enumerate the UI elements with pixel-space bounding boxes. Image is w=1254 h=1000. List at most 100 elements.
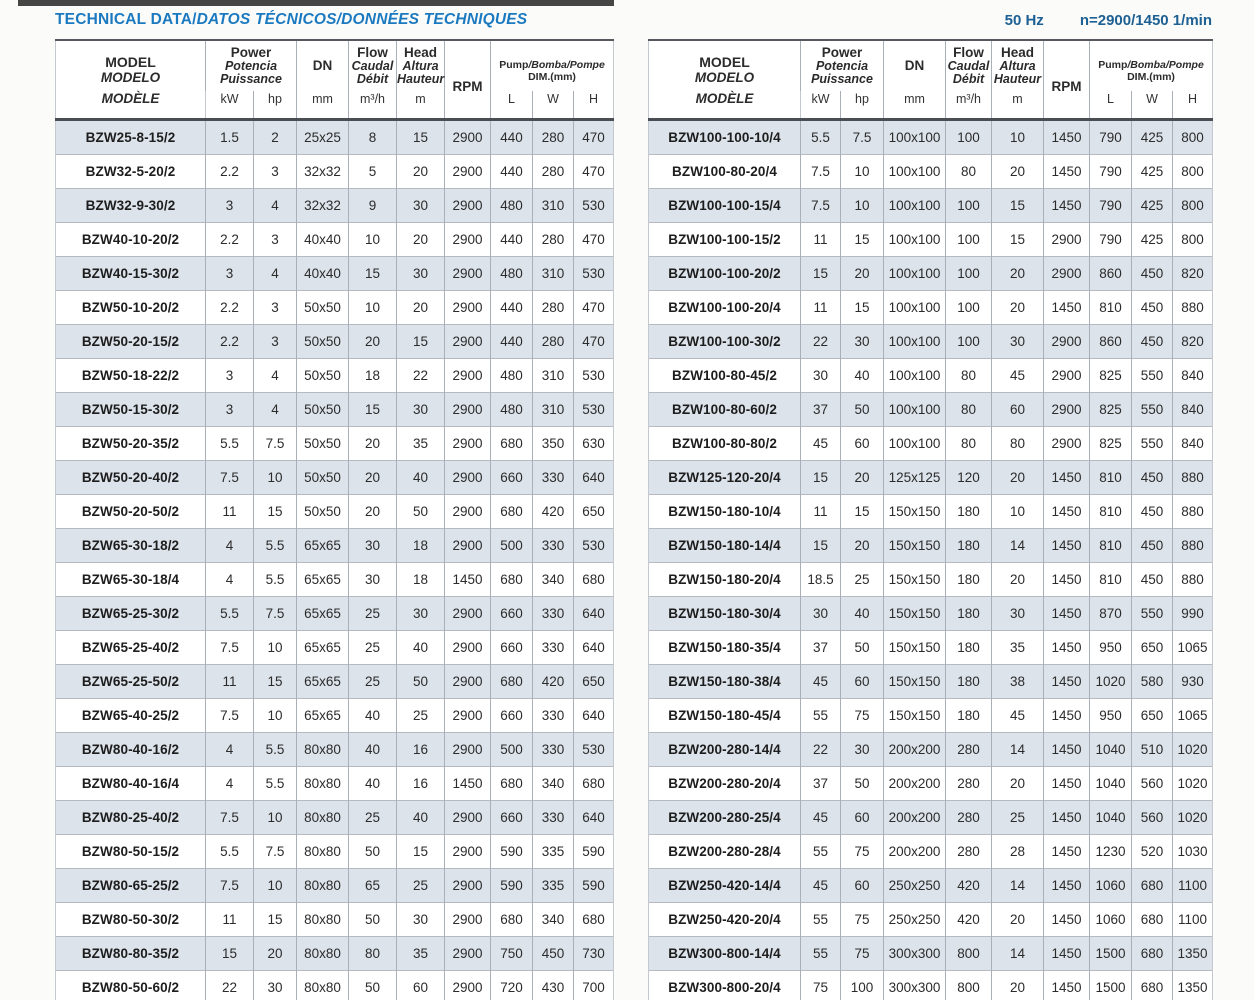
value-cell: 10 [348,290,397,325]
value-cell: 680 [572,562,615,597]
value-cell: 120 [945,460,992,495]
value-cell: 180 [945,698,992,733]
value-cell: 250x250 [883,902,946,937]
value-cell: 80 [348,936,397,971]
value-cell: 180 [945,528,992,563]
value-cell: 1450 [1043,494,1090,529]
unit-mm: mm [296,91,349,120]
value-cell: 2900 [444,528,491,563]
value-cell: 680 [490,664,533,699]
value-cell: 100 [945,324,992,359]
value-cell: 5.5 [253,562,297,597]
value-cell: 80x80 [296,834,349,869]
value-cell: 80x80 [296,800,349,835]
model-cell: BZW80-65-25/2 [55,868,206,903]
value-cell: 65x65 [296,596,349,631]
value-cell: 450 [1131,256,1173,291]
value-cell: 32x32 [296,154,349,189]
value-cell: 1450 [1043,664,1090,699]
table-row: BZW50-20-50/2 11 15 50x50 20 50 2900 680 420 650 [55,494,615,529]
value-cell: 80x80 [296,936,349,971]
table-row: BZW100-80-80/2 45 60 100x100 80 80 2900 825 550 8… [648,426,1214,461]
value-cell: 35 [396,426,445,461]
table-row: BZW100-80-20/4 7.5 10 100x100 80 20 1450 790 425… [648,154,1214,189]
value-cell: 800 [1171,119,1214,155]
table-row: BZW25-8-15/2 1.5 2 25x25 8 15 2900 440 280 470 [55,119,615,155]
value-cell: 30 [396,392,445,427]
value-cell: 300x300 [883,970,946,1000]
dim-label: Pump/Bomba/Pompe [1098,58,1204,71]
value-cell: 280 [532,222,574,257]
value-cell: 11 [205,494,254,529]
value-cell: 330 [532,732,574,767]
model-cell: BZW100-80-60/2 [648,392,801,427]
table-row: BZW250-420-20/4 55 75 250x250 420 20 1450 1060 6… [648,902,1214,937]
table-row: BZW65-25-40/2 7.5 10 65x65 25 40 2900 660 330 640 [55,630,615,665]
value-cell: 200x200 [883,800,946,835]
value-cell: 680 [1131,936,1173,971]
value-cell: 2.2 [205,222,254,257]
power-label-es: Potencia [224,58,278,73]
head-column-header: Head Altura Hauteur [396,40,445,91]
value-cell: 470 [572,119,615,155]
model-cell: BZW40-15-30/2 [55,256,206,291]
value-cell: 15 [253,664,297,699]
model-cell: BZW65-25-50/2 [55,664,206,699]
value-cell: 200x200 [883,766,946,801]
unit-w: W [532,91,574,120]
value-cell: 820 [1171,256,1214,291]
value-cell: 310 [532,358,574,393]
value-cell: 80 [945,358,992,393]
value-cell: 2900 [444,664,491,699]
value-cell: 80 [991,426,1044,461]
value-cell: 15 [396,119,445,155]
value-cell: 550 [1131,358,1173,393]
value-cell: 790 [1089,222,1132,257]
value-cell: 1040 [1089,732,1132,767]
unit-m3h: m³/h [348,91,397,120]
unit-h: H [1171,91,1214,120]
value-cell: 25 [991,800,1044,835]
value-cell: 150x150 [883,494,946,529]
value-cell: 8 [348,119,397,155]
unit-kw: kW [800,91,841,120]
value-cell: 2900 [1043,256,1090,291]
value-cell: 60 [840,800,884,835]
value-cell: 65 [348,868,397,903]
value-cell: 2900 [444,902,491,937]
value-cell: 45 [800,426,841,461]
value-cell: 11 [800,494,841,529]
value-cell: 25 [840,562,884,597]
value-cell: 75 [840,834,884,869]
value-cell: 30 [348,528,397,563]
model-cell: BZW65-25-30/2 [55,596,206,631]
head-label-en: Head [403,44,437,60]
dim-unit-label: DIM.(mm) [528,70,576,83]
value-cell: 18 [396,562,445,597]
value-cell: 55 [800,902,841,937]
value-cell: 4 [253,392,297,427]
value-cell: 22 [800,732,841,767]
value-cell: 37 [800,766,841,801]
value-cell: 50x50 [296,358,349,393]
table-row: BZW100-100-20/2 15 20 100x100 100 20 2900 860 45… [648,256,1214,291]
value-cell: 40 [348,732,397,767]
value-cell: 35 [991,630,1044,665]
value-cell: 300x300 [883,936,946,971]
value-cell: 125x125 [883,460,946,495]
value-cell: 60 [840,868,884,903]
value-cell: 30 [396,256,445,291]
value-cell: 680 [1131,868,1173,903]
value-cell: 2900 [1043,324,1090,359]
value-cell: 7.5 [205,698,254,733]
model-cell: BZW100-100-20/4 [648,290,801,325]
value-cell: 65x65 [296,664,349,699]
value-cell: 7.5 [253,426,297,461]
value-cell: 680 [490,562,533,597]
value-cell: 450 [1131,290,1173,325]
value-cell: 30 [348,562,397,597]
value-cell: 280 [945,834,992,869]
value-cell: 2900 [444,970,491,1000]
value-cell: 60 [991,392,1044,427]
table-row: BZW150-180-45/4 55 75 150x150 180 45 1450 950 65… [648,698,1214,733]
